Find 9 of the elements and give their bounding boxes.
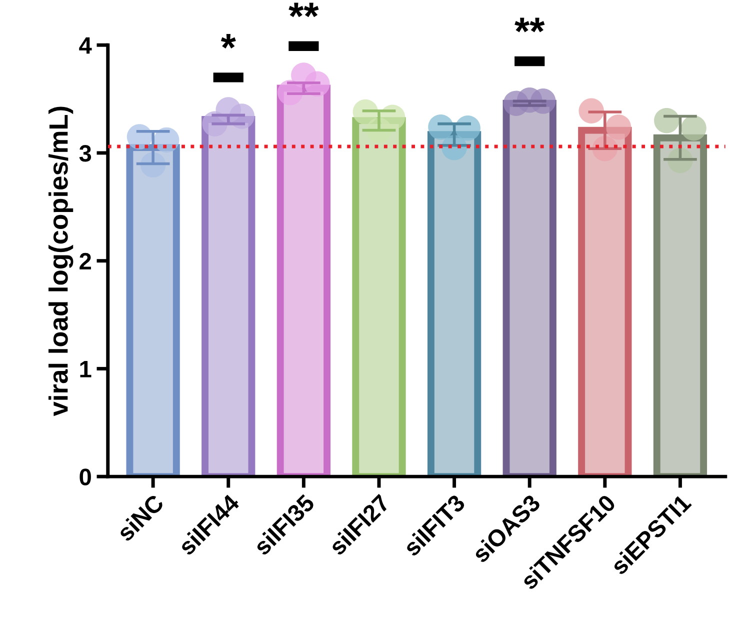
y-axis-title: viral load log(copies/mL): [48, 106, 74, 416]
annotation: *: [220, 34, 236, 48]
y-tick-label: 3: [79, 145, 92, 162]
y-tick-label: 1: [80, 361, 92, 378]
y-tick-label: 4: [79, 37, 92, 54]
annotation: **: [514, 18, 545, 32]
y-tick-label: 2: [80, 252, 91, 270]
annotation: **: [288, 2, 319, 18]
y-tick-label: 0: [80, 468, 91, 486]
